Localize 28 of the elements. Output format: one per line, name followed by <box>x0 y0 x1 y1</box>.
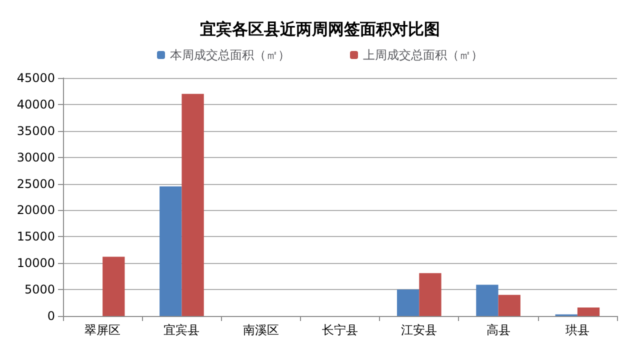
bar <box>476 284 498 316</box>
y-tick-label: 35000 <box>16 124 55 138</box>
y-tick-label: 30000 <box>16 150 55 164</box>
x-tick-label: 翠屏区 <box>84 323 121 337</box>
bar <box>160 186 182 316</box>
bar <box>419 273 442 316</box>
y-tick-label: 5000 <box>24 282 55 297</box>
y-tick-label: 25000 <box>16 176 55 191</box>
legend-label: 上周成交总面积（㎡） <box>363 48 483 62</box>
x-tick-label: 高县 <box>486 323 510 337</box>
chart-title: 宜宾各区县近两周网签面积对比图 <box>200 20 440 38</box>
bar <box>498 294 520 316</box>
y-tick-label: 40000 <box>16 97 55 112</box>
x-tick-label: 长宁县 <box>322 323 358 337</box>
bar <box>396 290 420 316</box>
y-tick-label: 20000 <box>16 203 55 218</box>
y-tick-label: 0 <box>47 309 55 323</box>
x-tick-label: 江安县 <box>401 323 438 337</box>
x-tick-label: 南溪区 <box>242 323 279 337</box>
bar <box>577 308 600 316</box>
legend-label: 本周成交总面积（㎡） <box>170 48 290 62</box>
bar <box>102 256 125 316</box>
y-tick-label: 45000 <box>16 71 55 85</box>
bar <box>182 94 204 316</box>
y-tick-label: 15000 <box>16 230 55 244</box>
y-tick-label: 10000 <box>16 256 55 270</box>
x-tick-label: 宜宾县 <box>164 323 200 337</box>
x-tick-label: 珙县 <box>565 323 590 337</box>
